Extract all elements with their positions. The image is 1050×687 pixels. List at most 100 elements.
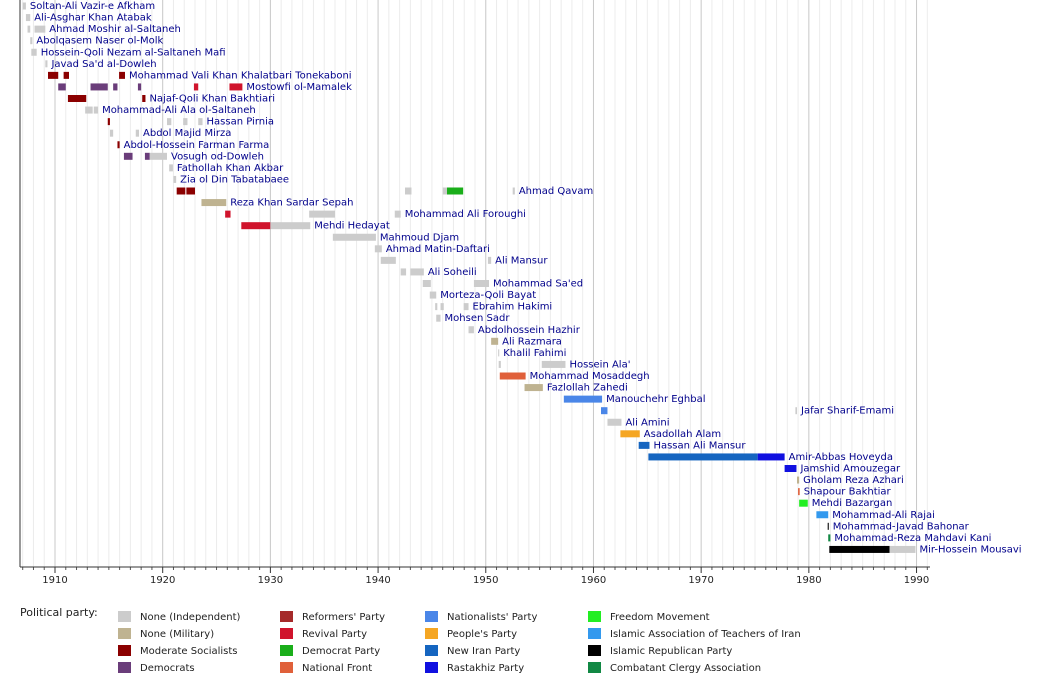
term-bar xyxy=(225,210,231,218)
row-label: Asadollah Alam xyxy=(644,429,721,440)
term-bar xyxy=(512,187,515,195)
legend-label: Democrat Party xyxy=(302,646,380,657)
legend-label: National Front xyxy=(302,663,372,674)
term-bar xyxy=(442,187,447,195)
row-label: Mohammad-Ali Rajai xyxy=(832,510,935,521)
row-label: Mohammad Ali Foroughi xyxy=(405,209,526,220)
term-bar xyxy=(410,268,424,276)
term-bar xyxy=(34,25,46,33)
legend-label: Islamic Republican Party xyxy=(610,646,732,657)
row-label: Mahmoud Djam xyxy=(380,232,459,243)
term-bar xyxy=(45,60,48,68)
legend-swatch xyxy=(588,645,601,656)
row-label: Morteza-Qoli Bayat xyxy=(440,290,536,301)
row-label: Hassan Pirnia xyxy=(207,117,274,128)
row-label: Ali Razmara xyxy=(502,336,562,347)
row-label: Shapour Bakhtiar xyxy=(804,487,892,498)
term-bar xyxy=(123,152,133,160)
legend-label: New Iran Party xyxy=(447,646,520,657)
term-bar xyxy=(405,187,412,195)
term-bar xyxy=(67,95,87,102)
term-bar xyxy=(498,349,500,357)
x-tick-label: 1940 xyxy=(365,575,390,586)
term-bar xyxy=(436,314,441,322)
row-label: Vosugh od-Dowleh xyxy=(171,151,264,162)
legend-swatch xyxy=(280,645,293,656)
legend-swatch xyxy=(118,662,131,673)
term-bar xyxy=(109,129,114,137)
legend-label: Reformers' Party xyxy=(302,612,385,623)
legend-label: People's Party xyxy=(447,629,517,640)
term-bar xyxy=(797,476,800,484)
row-label: Abdol Majid Mirza xyxy=(143,128,231,139)
term-bar xyxy=(463,303,469,311)
term-bar xyxy=(30,37,33,45)
term-bar xyxy=(422,280,431,287)
term-bar xyxy=(183,118,188,126)
term-bar xyxy=(620,430,640,438)
term-bar xyxy=(241,222,271,230)
term-bar xyxy=(473,280,489,287)
row-label: Ebrahim Hakimi xyxy=(473,302,553,313)
term-bar xyxy=(167,118,172,126)
row-label: Soltan-Ali Vazir-e Afkham xyxy=(30,1,155,12)
term-bar xyxy=(524,384,543,392)
term-bar xyxy=(193,83,199,91)
term-bar xyxy=(117,141,120,149)
term-bar xyxy=(487,256,492,264)
row-label: Gholam Reza Azhari xyxy=(803,475,904,486)
term-bar xyxy=(757,453,785,461)
term-bar xyxy=(113,83,118,91)
term-bar xyxy=(798,488,800,496)
row-label: Ali Soheili xyxy=(428,267,477,278)
legend-label: Nationalists' Party xyxy=(447,612,537,623)
term-bar xyxy=(440,303,444,311)
term-bar xyxy=(795,407,797,415)
term-bar xyxy=(648,453,758,461)
term-bar xyxy=(135,129,139,137)
row-label: Fathollah Khan Akbar xyxy=(177,163,284,174)
term-bar xyxy=(198,118,203,126)
row-label: Mohammad Vali Khan Khalatbari Tonekaboni xyxy=(129,70,352,81)
x-tick-label: 1950 xyxy=(473,575,498,586)
term-bar xyxy=(144,152,150,160)
term-bar xyxy=(889,545,916,553)
row-label: Ahmad Matin-Daftari xyxy=(386,244,490,255)
row-label: Jamshid Amouzegar xyxy=(799,464,901,475)
term-bar xyxy=(31,48,37,56)
term-bar xyxy=(816,511,829,519)
term-bar xyxy=(827,522,829,530)
legend-swatch xyxy=(118,628,131,639)
row-label: Javad Sa'd al-Dowleh xyxy=(50,59,156,70)
row-label: Zia ol Din Tabatabaee xyxy=(180,174,289,185)
row-label: Najaf-Qoli Khan Bakhtiari xyxy=(149,94,275,105)
term-bar xyxy=(48,71,59,79)
row-label: Manouchehr Eghbal xyxy=(606,394,705,405)
term-bar xyxy=(119,71,125,79)
legend-title: Political party: xyxy=(20,606,98,619)
legend-swatch xyxy=(425,611,438,622)
row-label: Ahmad Qavam xyxy=(519,186,593,197)
row-label: Abdol-Hossein Farman Farma xyxy=(124,140,270,151)
row-label: Mohsen Sadr xyxy=(445,313,511,324)
legend-label: Islamic Association of Teachers of Iran xyxy=(610,629,801,640)
term-bar xyxy=(25,14,31,22)
term-bar xyxy=(169,164,173,172)
legend-label: Democrats xyxy=(140,663,195,674)
term-bar xyxy=(468,326,474,334)
term-bar xyxy=(541,360,566,368)
row-label: Mohammad-Reza Mahdavi Kani xyxy=(834,533,991,544)
term-bar xyxy=(828,534,831,542)
legend-swatch xyxy=(425,662,438,673)
row-label: Hassan Ali Mansur xyxy=(653,440,746,451)
term-bar xyxy=(394,210,401,218)
term-bar xyxy=(85,106,93,114)
term-bar xyxy=(491,337,499,345)
row-label: Ali-Asghar Khan Atabak xyxy=(34,13,152,24)
legend-label: Moderate Socialists xyxy=(140,646,238,657)
row-label: Mehdi Hedayat xyxy=(314,221,390,232)
legend-label: Revival Party xyxy=(302,629,367,640)
term-bar xyxy=(563,395,603,403)
row-label: Mostowfi ol-Mamalek xyxy=(246,82,352,93)
